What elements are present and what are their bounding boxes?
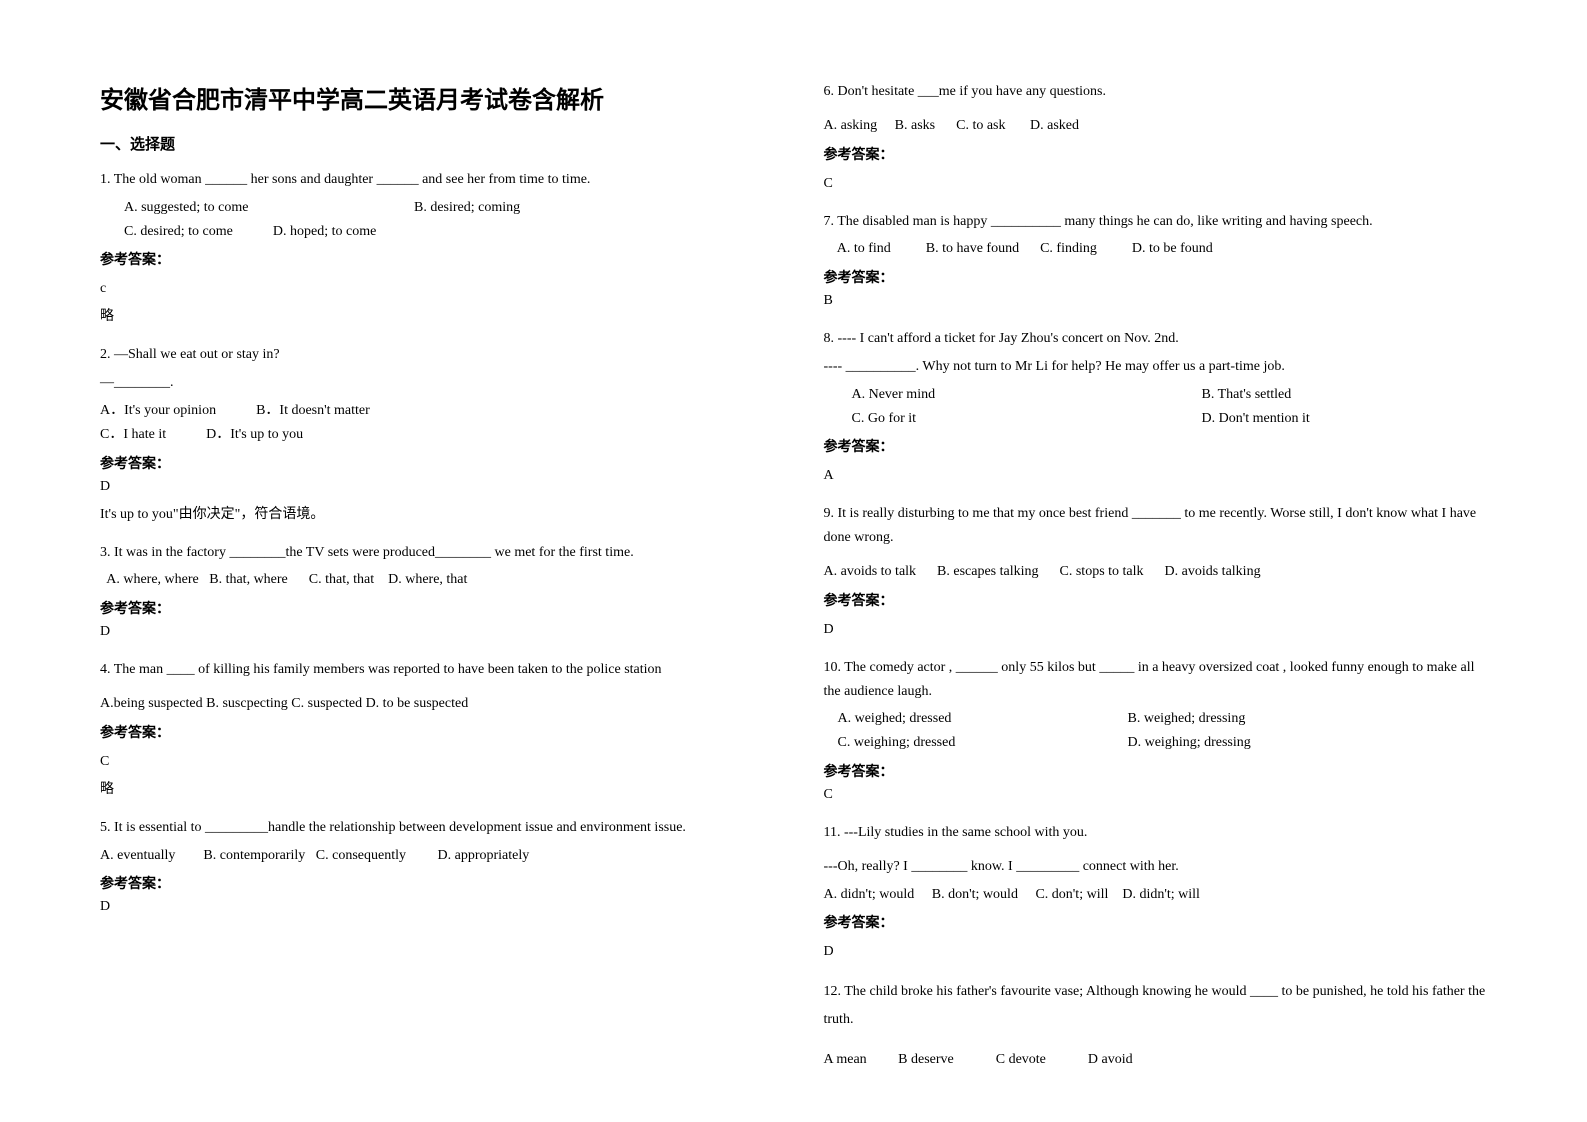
option-d: D．It's up to you: [206, 423, 303, 447]
answer-label: 参考答案：: [100, 249, 764, 269]
question-10: 10. The comedy actor , ______ only 55 ki…: [824, 656, 1488, 811]
options: A. where, where B. that, where C. that, …: [100, 568, 764, 592]
options: A. eventually B. contemporarily C. conse…: [100, 844, 764, 868]
options: A. asking B. asks C. to ask D. asked: [824, 114, 1488, 138]
exam-title: 安徽省合肥市清平中学高二英语月考试卷含解析: [100, 80, 764, 115]
options: A mean B deserve C devote D avoid: [824, 1048, 1488, 1072]
option-a: A. Never mind: [852, 383, 1162, 407]
right-column: 6. Don't hesitate ___me if you have any …: [824, 80, 1488, 1082]
answer-value: D: [824, 944, 1488, 960]
question-text: 3. It was in the factory ________the TV …: [100, 541, 764, 565]
option-b: B. That's settled: [1202, 383, 1292, 407]
question-text: 11. ---Lily studies in the same school w…: [824, 821, 1488, 845]
option-c: C. desired; to come: [124, 220, 233, 244]
question-5: 5. It is essential to _________handle th…: [100, 816, 764, 924]
option-a: A. suggested; to come: [124, 196, 374, 220]
question-text: ---Oh, really? I ________ know. I ______…: [824, 855, 1488, 879]
question-text: 12. The child broke his father's favouri…: [824, 978, 1488, 1034]
answer-label: 参考答案：: [100, 598, 764, 618]
answer-label: 参考答案：: [824, 590, 1488, 610]
option-c: C. Go for it: [852, 407, 1162, 431]
options-row: C. Go for it D. Don't mention it: [824, 407, 1488, 431]
explanation: 略: [100, 305, 764, 325]
options-row: A．It's your opinion B．It doesn't matter: [100, 399, 764, 423]
options-row: C．I hate it D．It's up to you: [100, 423, 764, 447]
answer-value: D: [100, 899, 764, 915]
option-a: A．It's your opinion: [100, 399, 216, 423]
option-b: B．It doesn't matter: [256, 399, 370, 423]
answer-value: D: [100, 479, 764, 495]
option-c: C. weighing; dressed: [838, 731, 1088, 755]
options-row: C. weighing; dressed D. weighing; dressi…: [824, 731, 1488, 755]
question-text: —________.: [100, 371, 764, 395]
option-c: C．I hate it: [100, 423, 166, 447]
options-row: A. suggested; to come B. desired; coming: [100, 196, 764, 220]
question-text: 2. —Shall we eat out or stay in?: [100, 343, 764, 367]
question-1: 1. The old woman ______ her sons and dau…: [100, 168, 764, 333]
question-6: 6. Don't hesitate ___me if you have any …: [824, 80, 1488, 200]
answer-label: 参考答案：: [824, 144, 1488, 164]
option-d: D. weighing; dressing: [1128, 731, 1251, 755]
option-b: B. desired; coming: [414, 196, 520, 220]
question-9: 9. It is really disturbing to me that my…: [824, 502, 1488, 645]
question-11: 11. ---Lily studies in the same school w…: [824, 821, 1488, 968]
answer-value: C: [100, 754, 764, 770]
question-text: 9. It is really disturbing to me that my…: [824, 502, 1488, 550]
options: A. avoids to talk B. escapes talking C. …: [824, 560, 1488, 584]
section-header: 一、选择题: [100, 133, 764, 154]
answer-label: 参考答案：: [824, 267, 1488, 287]
options-row: C. desired; to come D. hoped; to come: [100, 220, 764, 244]
answer-label: 参考答案：: [100, 722, 764, 742]
option-a: A. weighed; dressed: [838, 707, 1088, 731]
answer-value: B: [824, 293, 1488, 309]
question-text: 1. The old woman ______ her sons and dau…: [100, 168, 764, 192]
option-d: D. hoped; to come: [273, 220, 376, 244]
question-text: 6. Don't hesitate ___me if you have any …: [824, 80, 1488, 104]
question-8: 8. ---- I can't afford a ticket for Jay …: [824, 327, 1488, 492]
question-text: 8. ---- I can't afford a ticket for Jay …: [824, 327, 1488, 351]
option-b: B. weighed; dressing: [1128, 707, 1246, 731]
question-4: 4. The man ____ of killing his family me…: [100, 658, 764, 806]
options: A. to find B. to have found C. finding D…: [824, 237, 1488, 261]
explanation: It's up to you"由你决定"，符合语境。: [100, 503, 764, 523]
options: A.being suspected B. suscpecting C. susp…: [100, 692, 764, 716]
answer-value: D: [824, 622, 1488, 638]
question-text: 7. The disabled man is happy __________ …: [824, 210, 1488, 234]
answer-value: A: [824, 468, 1488, 484]
question-2: 2. —Shall we eat out or stay in? —______…: [100, 343, 764, 530]
answer-value: D: [100, 624, 764, 640]
explanation: 略: [100, 778, 764, 798]
question-text: 10. The comedy actor , ______ only 55 ki…: [824, 656, 1488, 704]
answer-label: 参考答案：: [100, 453, 764, 473]
question-text: 5. It is essential to _________handle th…: [100, 816, 764, 840]
answer-value: c: [100, 281, 764, 297]
question-12: 12. The child broke his father's favouri…: [824, 978, 1488, 1072]
question-3: 3. It was in the factory ________the TV …: [100, 541, 764, 649]
question-text: 4. The man ____ of killing his family me…: [100, 658, 764, 682]
answer-value: C: [824, 787, 1488, 803]
question-7: 7. The disabled man is happy __________ …: [824, 210, 1488, 318]
answer-label: 参考答案：: [824, 436, 1488, 456]
options-row: A. Never mind B. That's settled: [824, 383, 1488, 407]
option-d: D. Don't mention it: [1202, 407, 1310, 431]
answer-label: 参考答案：: [100, 873, 764, 893]
answer-label: 参考答案：: [824, 761, 1488, 781]
question-text: ---- __________. Why not turn to Mr Li f…: [824, 355, 1488, 379]
answer-value: C: [824, 176, 1488, 192]
answer-label: 参考答案：: [824, 912, 1488, 932]
left-column: 安徽省合肥市清平中学高二英语月考试卷含解析 一、选择题 1. The old w…: [100, 80, 764, 1082]
options-row: A. weighed; dressed B. weighed; dressing: [824, 707, 1488, 731]
options: A. didn't; would B. don't; would C. don'…: [824, 883, 1488, 907]
